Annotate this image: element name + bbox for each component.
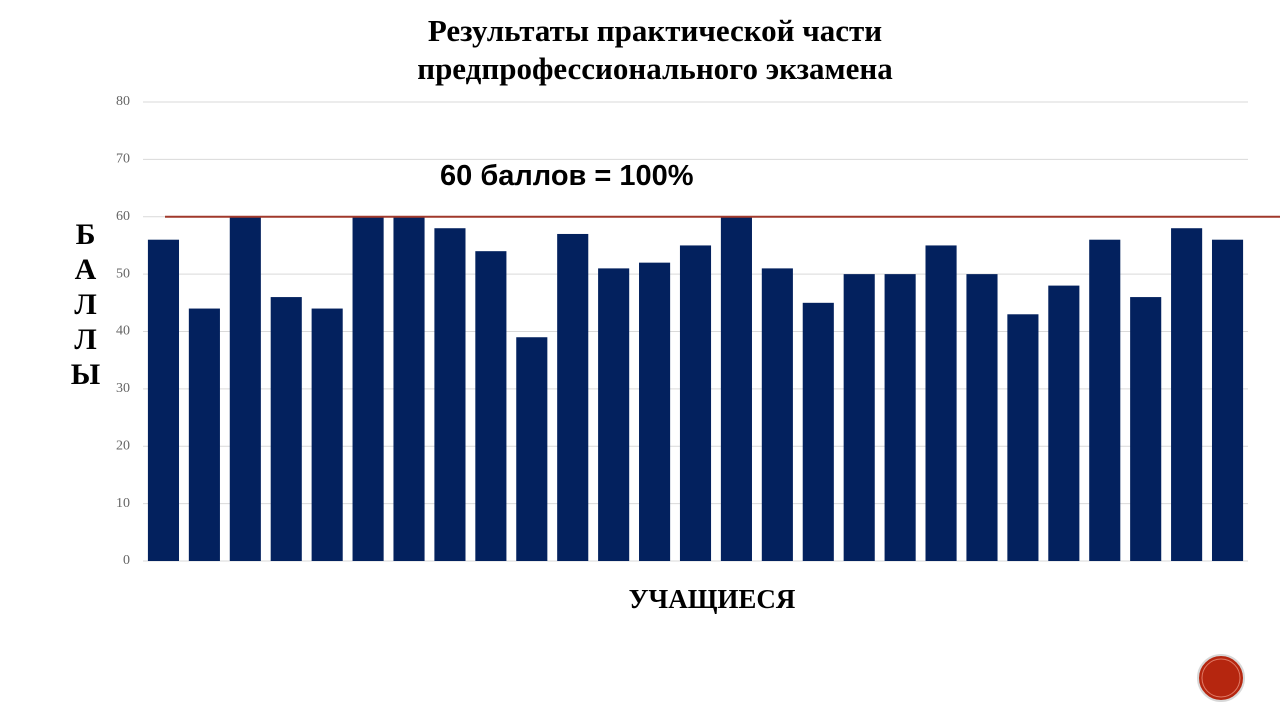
- bar: [639, 262, 671, 561]
- bar: [1089, 239, 1121, 561]
- bar: [1130, 297, 1162, 561]
- bar: [598, 268, 630, 561]
- bar: [229, 216, 261, 561]
- bar: [1171, 228, 1203, 561]
- bar: [188, 308, 220, 561]
- y-tick-label: 80: [116, 94, 130, 109]
- y-axis-label: БАЛЛЫ: [69, 218, 102, 393]
- y-tick-label: 50: [116, 266, 130, 281]
- bar: [1007, 314, 1039, 561]
- bar: [393, 216, 425, 561]
- bar: [475, 251, 507, 562]
- bar: [802, 302, 834, 561]
- annotation: 60 баллов = 100%: [440, 160, 694, 192]
- bar: [352, 216, 384, 561]
- bar: [843, 274, 875, 561]
- y-tick-label: 30: [116, 381, 130, 396]
- bar: [516, 337, 548, 561]
- bar: [147, 239, 180, 561]
- bar: [884, 274, 916, 561]
- bar: [761, 268, 793, 561]
- bar: [557, 233, 589, 561]
- bar: [679, 245, 712, 561]
- slide-icon: [1197, 654, 1245, 702]
- y-tick-label: 40: [116, 324, 130, 339]
- bar: [270, 297, 302, 561]
- bar: [1048, 285, 1080, 561]
- x-axis-label: УЧАЩИЕСЯ: [628, 584, 796, 614]
- bar: [434, 228, 466, 561]
- bar: [311, 308, 343, 561]
- y-tick-label: 0: [123, 553, 130, 568]
- y-tick-label: 10: [116, 496, 130, 511]
- y-tick-label: 70: [116, 152, 130, 167]
- bar: [720, 216, 752, 561]
- y-tick-label: 20: [116, 438, 130, 453]
- bar: [1211, 239, 1244, 561]
- bar: [966, 274, 998, 561]
- chart-title: Результаты практической части предпрофес…: [417, 13, 893, 86]
- y-tick-label: 60: [116, 209, 130, 224]
- bar: [925, 245, 957, 561]
